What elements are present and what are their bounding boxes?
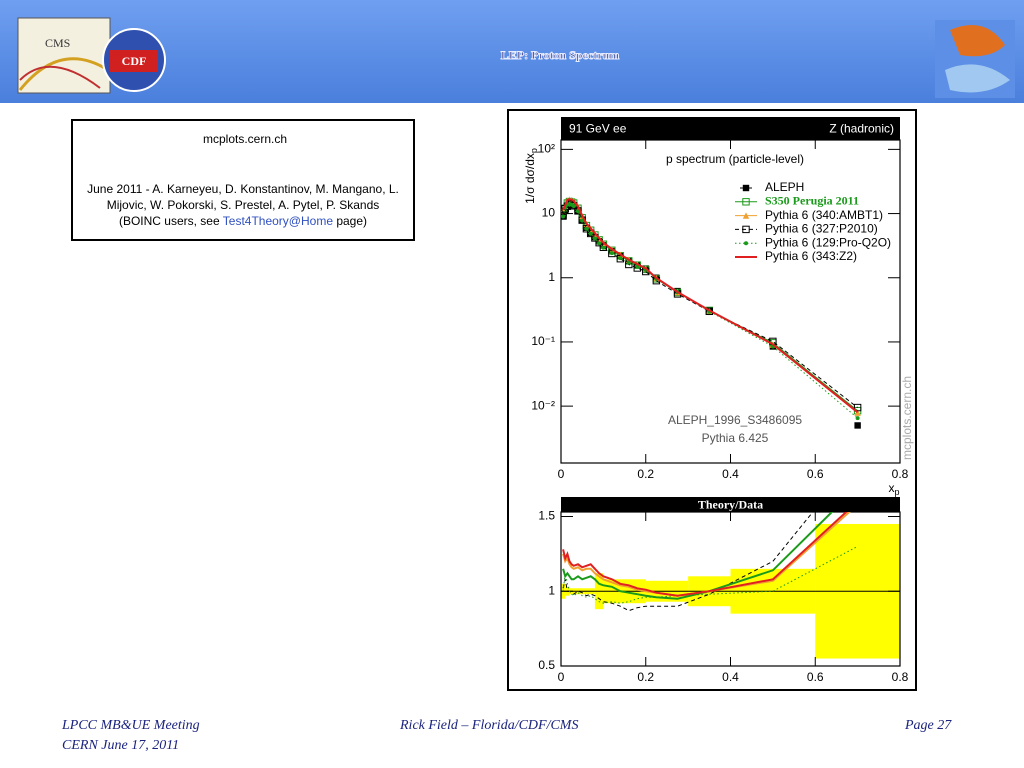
- legend-label: S350 Perugia 2011: [765, 194, 859, 208]
- data-point: [608, 249, 616, 258]
- data-point: [599, 243, 608, 252]
- data-point: [609, 251, 614, 256]
- data-point: [561, 212, 567, 220]
- footer-right: Page 27: [904, 718, 952, 733]
- data-point: [853, 403, 862, 412]
- data-point: [588, 231, 593, 236]
- legend-marker: [742, 212, 750, 219]
- credit-link: Test4Theory@Home: [223, 214, 334, 228]
- data-point: [618, 256, 623, 261]
- y-tick-label: 10⁻¹: [531, 334, 555, 348]
- watermark: mcplots.cern.ch: [900, 376, 914, 460]
- series-line: [562, 512, 814, 612]
- header-bar: [561, 497, 900, 512]
- x-axis-label-sub: p: [894, 487, 899, 497]
- y-tick-label: 1: [548, 583, 555, 597]
- series-line: [562, 512, 834, 600]
- x-axis-label: xp: [888, 481, 899, 497]
- series-line: [562, 545, 858, 604]
- cdf-logo: CDF: [102, 28, 166, 92]
- y-tick-label: 10²: [538, 142, 555, 156]
- footer-left: LPCC MB&UE Meeting: [61, 718, 200, 733]
- y-axis-label: 1/σ dσ/dxp: [523, 148, 539, 204]
- credit-text: page): [333, 214, 367, 228]
- right-logo: [935, 20, 1015, 98]
- credit-line: June 2011 - A. Karneyeu, D. Konstantinov…: [87, 182, 399, 196]
- cms-logo: CMS: [17, 17, 111, 94]
- y-axis-label-main: 1/σ dσ/dx: [523, 153, 537, 204]
- y-tick-label: 0.5: [538, 658, 555, 672]
- footer-left: CERN June 17, 2011: [62, 738, 179, 753]
- x-tick-label: 0.2: [637, 670, 654, 684]
- credit-text: (BOINC users, see: [119, 214, 223, 228]
- chart-title: Theory/Data: [698, 497, 763, 511]
- data-point: [854, 409, 861, 416]
- svg-text:CDF: CDF: [122, 54, 147, 68]
- legend-label: ALEPH: [765, 180, 804, 194]
- y-tick-label: 10: [542, 206, 556, 220]
- credit-box: [71, 119, 415, 241]
- annotation: Pythia 6.425: [702, 431, 769, 445]
- x-tick-label: 0.6: [807, 467, 824, 481]
- x-tick-label: 0: [558, 670, 565, 684]
- legend-label: Pythia 6 (343:Z2): [765, 249, 857, 263]
- data-point: [601, 245, 606, 250]
- data-point: [561, 214, 566, 219]
- y-tick-label: 1: [548, 270, 555, 284]
- x-tick-label: 0.8: [892, 467, 909, 481]
- legend-label: Pythia 6 (340:AMBT1): [765, 208, 883, 222]
- data-point: [626, 260, 631, 265]
- x-tick-label: 0.4: [722, 670, 739, 684]
- series-line: [562, 512, 848, 597]
- legend-marker: [742, 184, 750, 192]
- header-left: 91 GeV ee: [569, 122, 627, 136]
- data-point: [584, 226, 589, 231]
- y-tick-label: 10⁻²: [531, 398, 555, 412]
- legend-marker: [744, 241, 748, 246]
- credit-line: Mijovic, W. Pokorski, S. Prestel, A. Pyt…: [107, 198, 380, 212]
- x-tick-label: 0.2: [637, 467, 654, 481]
- data-point: [854, 422, 861, 429]
- data-point: [562, 207, 569, 215]
- x-tick-label: 0.6: [807, 670, 824, 684]
- x-tick-label: 0.4: [722, 467, 739, 481]
- header-bar: [561, 117, 900, 140]
- title-bar: [0, 0, 1024, 103]
- credit-line: (BOINC users, see Test4Theory@Home page): [119, 214, 367, 228]
- legend-label: Pythia 6 (129:Pro-Q2O): [765, 235, 891, 249]
- slide-title: LEP: Proton Spectrum: [501, 48, 619, 62]
- box-title: mcplots.cern.ch: [203, 132, 287, 146]
- x-axis-label-main: x: [888, 481, 894, 495]
- data-point: [571, 204, 576, 209]
- data-point: [592, 236, 597, 241]
- annotation: ALEPH_1996_S3486095: [668, 413, 802, 427]
- legend-label: Pythia 6 (327:P2010): [765, 222, 878, 236]
- y-axis-label-sub: p: [529, 148, 539, 153]
- x-tick-label: 0.8: [892, 670, 909, 684]
- y-tick-label: 1.5: [538, 509, 555, 523]
- svg-text:CMS: CMS: [45, 36, 70, 50]
- data-point: [855, 416, 860, 421]
- data-point: [597, 241, 602, 246]
- series-line: [562, 198, 859, 414]
- header-right: Z (hadronic): [829, 122, 894, 136]
- footer-center: Rick Field – Florida/CDF/CMS: [399, 718, 578, 733]
- legend-marker: [742, 198, 750, 206]
- legend-marker: [742, 225, 750, 234]
- data-point: [582, 225, 591, 233]
- x-tick-label: 0: [558, 467, 565, 481]
- subtitle: p spectrum (particle-level): [666, 152, 804, 166]
